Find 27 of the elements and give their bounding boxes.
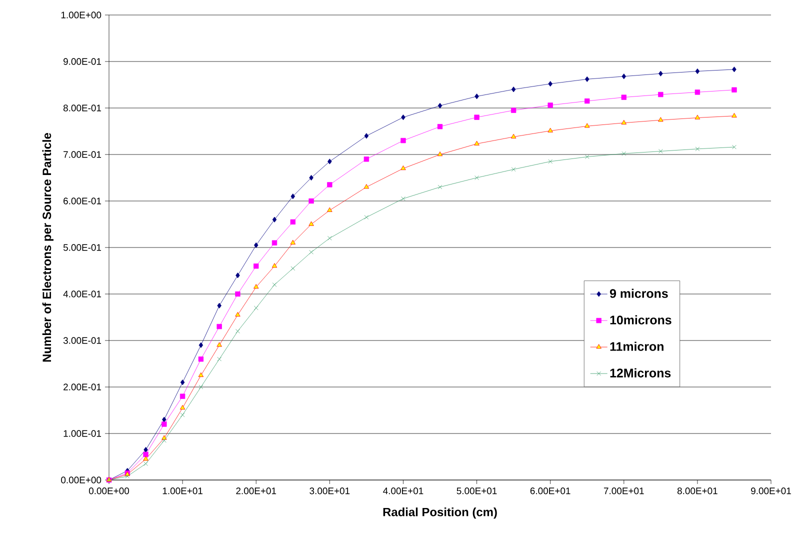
y-tick-label: 6.00E-01 [64, 198, 102, 204]
x-tick-label: 5.00E+01 [456, 488, 497, 494]
y-axis-title: Number of Electrons per Source Particle [42, 132, 54, 362]
x-tick-label: 6.00E+01 [530, 488, 570, 494]
y-tick-label: 1.00E+00 [61, 12, 102, 18]
y-tick-label: 2.00E-01 [64, 384, 102, 390]
x-tick-label: 2.00E+01 [236, 488, 276, 494]
legend-label: 10microns [610, 315, 672, 324]
y-tick-label: 8.00E-01 [63, 104, 102, 112]
y-tick-label: 7.00E-01 [64, 151, 102, 158]
x-tick-label: 0.00E+00 [88, 488, 130, 494]
y-tick-label: 0.00E+00 [61, 476, 102, 484]
y-tick-label: 5.00E-01 [63, 244, 102, 251]
x-tick-label: 8.00E+01 [677, 488, 718, 494]
x-tick-label: 3.00E+01 [310, 488, 350, 494]
x-tick-label: 7.00E+01 [604, 488, 644, 494]
x-tick-label: 4.00E+01 [383, 488, 424, 494]
legend-label: 9 microns [610, 288, 668, 298]
legend-label: 12Microns [610, 368, 671, 378]
legend-label: 11micron [610, 342, 664, 351]
y-tick-label: 4.00E-01 [63, 290, 102, 298]
y-tick-label: 1.00E-01 [64, 430, 102, 437]
x-tick-label: 1.00E+01 [162, 488, 202, 494]
y-tick-label: 9.00E-01 [64, 58, 102, 65]
y-tick-label: 3.00E-01 [63, 337, 102, 344]
x-axis-title: Radial Position (cm) [383, 508, 497, 519]
x-tick-label: 9.00E+01 [751, 488, 791, 494]
